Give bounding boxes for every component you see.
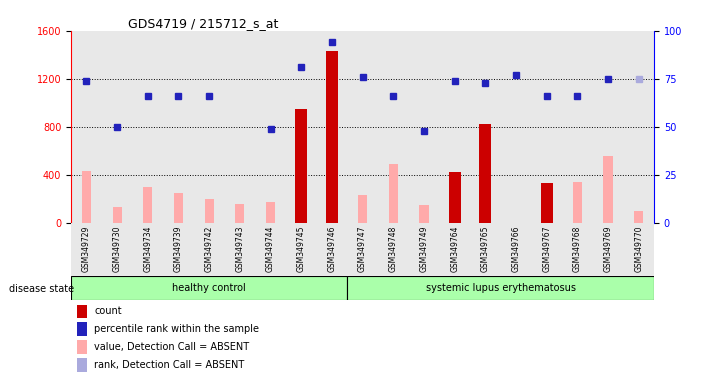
Bar — [163, 223, 194, 276]
Bar — [562, 223, 593, 276]
Bar — [77, 322, 87, 336]
Text: GSM349765: GSM349765 — [481, 225, 490, 272]
Bar — [194, 223, 225, 276]
Bar — [419, 205, 429, 223]
Bar — [71, 223, 102, 276]
Text: GSM349766: GSM349766 — [511, 225, 520, 272]
Text: GSM349745: GSM349745 — [296, 225, 306, 272]
Text: disease state: disease state — [9, 284, 74, 294]
Text: GSM349767: GSM349767 — [542, 225, 551, 272]
Bar — [132, 31, 163, 223]
Bar — [77, 358, 87, 371]
Text: GSM349748: GSM349748 — [389, 225, 397, 272]
Bar — [604, 156, 613, 223]
Bar — [71, 276, 347, 300]
Text: GSM349742: GSM349742 — [205, 225, 214, 272]
Text: GSM349730: GSM349730 — [112, 225, 122, 272]
Text: count: count — [95, 306, 122, 316]
Text: healthy control: healthy control — [172, 283, 246, 293]
Bar — [255, 223, 286, 276]
Bar — [235, 204, 245, 223]
Bar — [409, 31, 439, 223]
Bar — [358, 195, 367, 223]
Text: GSM349746: GSM349746 — [328, 225, 336, 272]
Text: GSM349768: GSM349768 — [573, 225, 582, 272]
Bar — [174, 193, 183, 223]
Text: GDS4719 / 215712_s_at: GDS4719 / 215712_s_at — [128, 17, 278, 30]
Text: GSM349744: GSM349744 — [266, 225, 275, 272]
Bar — [326, 51, 338, 223]
Bar — [501, 223, 531, 276]
Bar — [286, 223, 316, 276]
Text: GSM349764: GSM349764 — [450, 225, 459, 272]
Text: GSM349770: GSM349770 — [634, 225, 643, 272]
Bar — [573, 182, 582, 223]
Text: GSM349769: GSM349769 — [604, 225, 613, 272]
Bar — [77, 340, 87, 354]
Text: systemic lupus erythematosus: systemic lupus erythematosus — [426, 283, 576, 293]
Bar — [593, 223, 624, 276]
Text: GSM349749: GSM349749 — [419, 225, 429, 272]
Bar — [439, 223, 470, 276]
Bar — [470, 31, 501, 223]
Bar — [347, 223, 378, 276]
Text: GSM349739: GSM349739 — [174, 225, 183, 272]
Bar — [479, 124, 491, 223]
Bar — [593, 31, 624, 223]
Bar — [347, 276, 654, 300]
Bar — [531, 223, 562, 276]
Bar — [378, 31, 409, 223]
Bar — [409, 223, 439, 276]
Bar — [205, 199, 214, 223]
Text: GSM349743: GSM349743 — [235, 225, 245, 272]
Bar — [77, 305, 87, 318]
Bar — [562, 31, 593, 223]
Bar — [102, 223, 132, 276]
Bar — [71, 31, 102, 223]
Bar — [389, 164, 398, 223]
Bar — [82, 171, 91, 223]
Bar — [634, 211, 643, 223]
Bar — [531, 31, 562, 223]
Bar — [316, 31, 347, 223]
Text: GSM349729: GSM349729 — [82, 225, 91, 272]
Bar — [225, 31, 255, 223]
Bar — [163, 31, 194, 223]
Text: rank, Detection Call = ABSENT: rank, Detection Call = ABSENT — [95, 360, 245, 370]
Bar — [286, 31, 316, 223]
Bar — [295, 109, 307, 223]
Bar — [501, 31, 531, 223]
Text: value, Detection Call = ABSENT: value, Detection Call = ABSENT — [95, 342, 250, 352]
Bar — [470, 223, 501, 276]
Bar — [347, 31, 378, 223]
Bar — [540, 183, 553, 223]
Bar — [194, 31, 225, 223]
Bar — [132, 223, 163, 276]
Text: percentile rank within the sample: percentile rank within the sample — [95, 324, 260, 334]
Bar — [143, 187, 152, 223]
Bar — [449, 172, 461, 223]
Bar — [439, 31, 470, 223]
Bar — [624, 223, 654, 276]
Bar — [112, 207, 122, 223]
Bar — [255, 31, 286, 223]
Bar — [225, 223, 255, 276]
Text: GSM349734: GSM349734 — [144, 225, 152, 272]
Bar — [624, 31, 654, 223]
Bar — [450, 208, 459, 223]
Text: GSM349747: GSM349747 — [358, 225, 367, 272]
Bar — [266, 202, 275, 223]
Bar — [378, 223, 409, 276]
Bar — [316, 223, 347, 276]
Bar — [102, 31, 132, 223]
